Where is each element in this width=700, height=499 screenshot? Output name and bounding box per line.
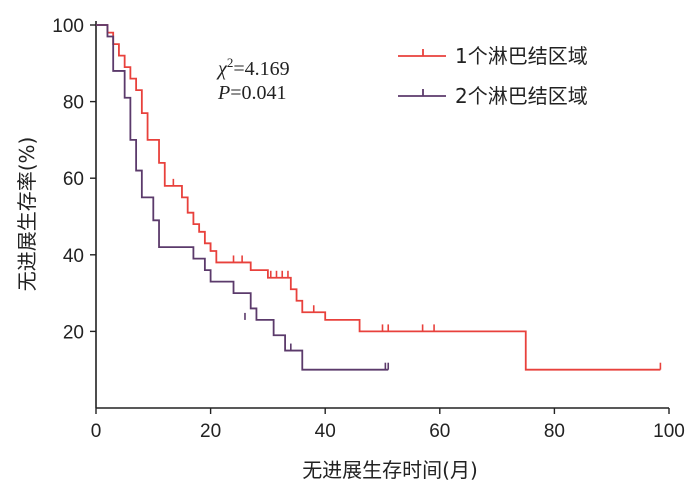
p-value-annotation: P=0.041 (217, 82, 287, 104)
x-tick-label: 60 (429, 421, 450, 442)
x-tick-label: 0 (91, 421, 102, 442)
y-tick-label: 20 (63, 322, 84, 343)
y-axis-ticks: 20 40 60 80 100 (52, 16, 96, 343)
x-axis-ticks: 0 20 40 60 80 100 (91, 408, 685, 442)
x-tick-label: 20 (200, 421, 221, 442)
series-1-curve (96, 24, 661, 371)
y-axis-title: 无进展生存率(%) (15, 137, 39, 292)
y-tick-label: 40 (63, 246, 84, 267)
y-tick-label: 60 (63, 169, 84, 190)
x-tick-label: 80 (544, 421, 565, 442)
series-2-curve (96, 24, 389, 371)
series-layer (96, 24, 662, 371)
x-axis-title: 无进展生存时间(月) (302, 458, 478, 482)
chi-square-annotation: χ2=4.169 (216, 55, 290, 80)
chi-superscript: 2 (227, 55, 234, 70)
chi-value: =4.169 (233, 58, 289, 80)
p-value: =0.041 (230, 82, 286, 104)
y-tick-label: 80 (63, 93, 84, 114)
legend-label-series-1: 1个淋巴结区域 (455, 44, 588, 68)
y-tick-label: 100 (52, 16, 84, 37)
p-symbol: P (217, 82, 230, 104)
chi-symbol: χ (216, 58, 228, 80)
legend: 1个淋巴结区域 2个淋巴结区域 (398, 44, 588, 108)
x-tick-label: 40 (315, 421, 336, 442)
legend-label-series-2: 2个淋巴结区域 (455, 84, 588, 108)
x-tick-label: 100 (653, 421, 685, 442)
